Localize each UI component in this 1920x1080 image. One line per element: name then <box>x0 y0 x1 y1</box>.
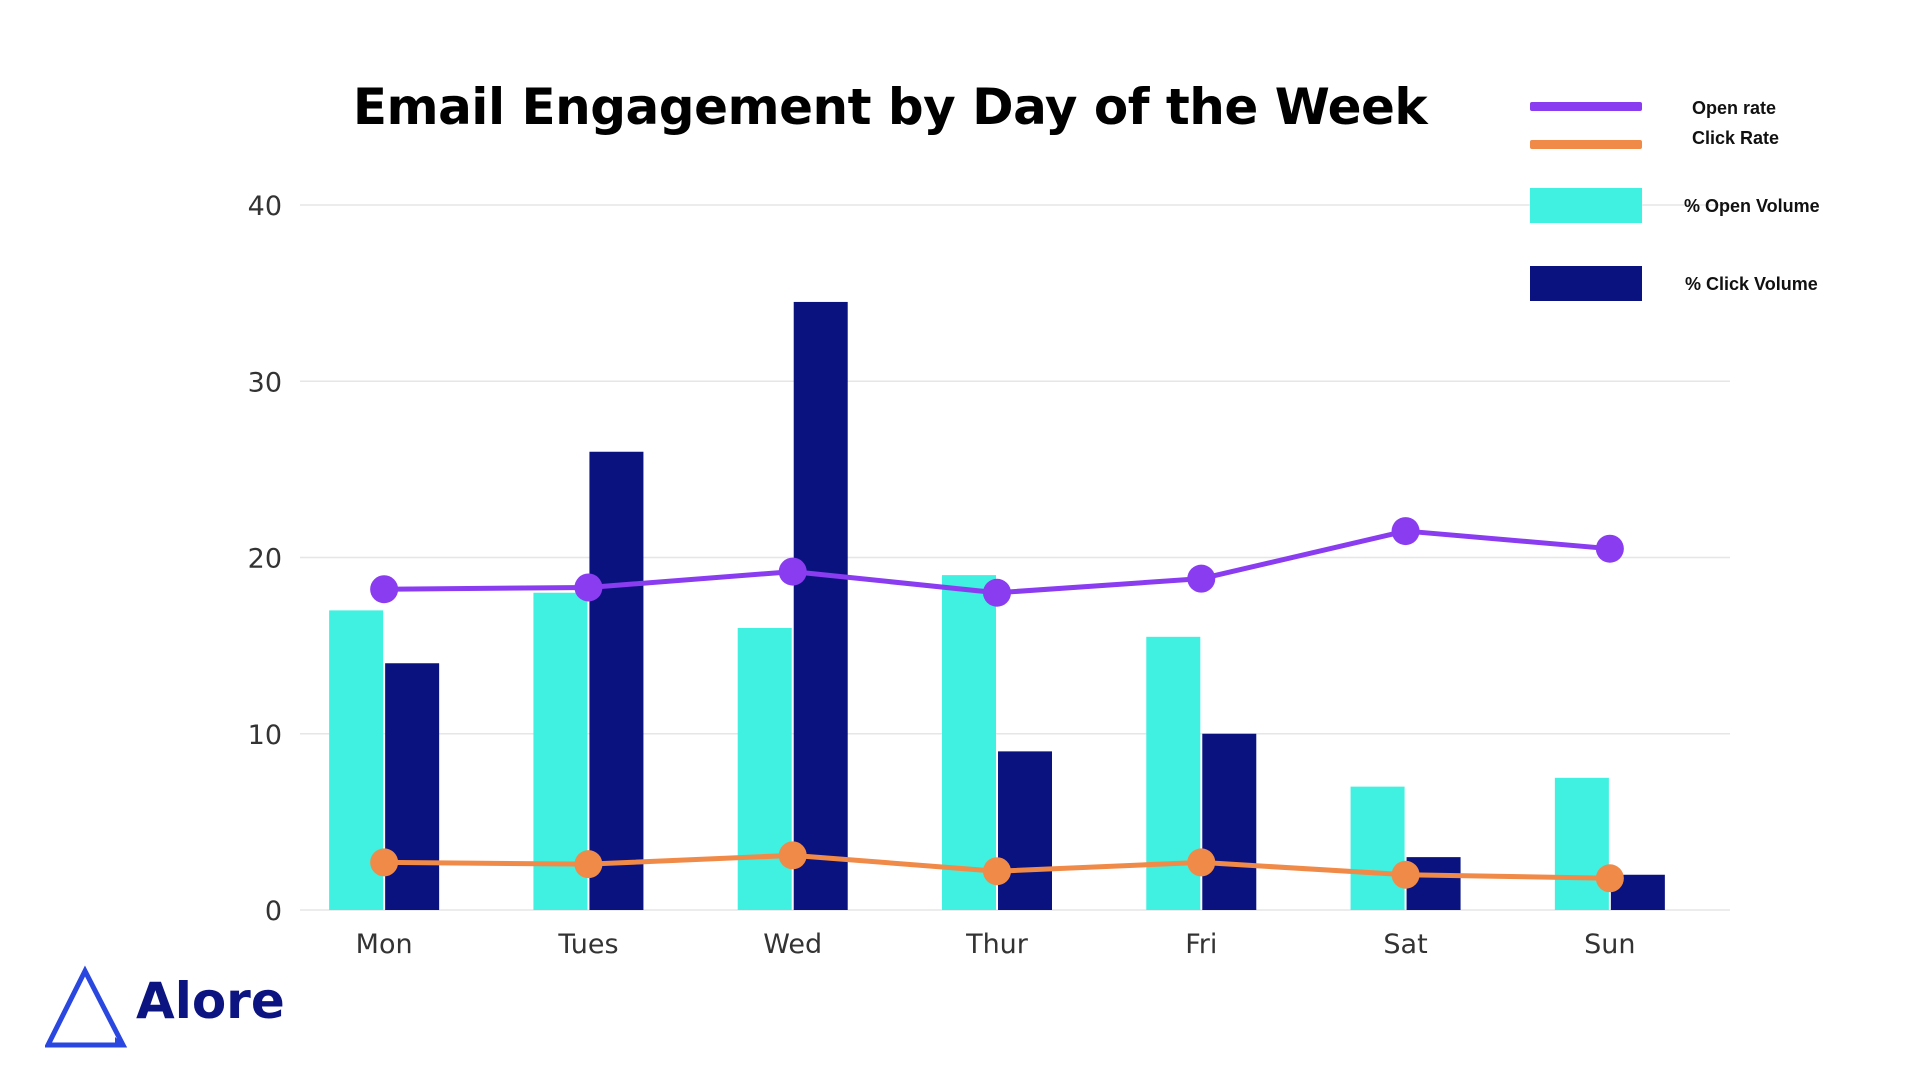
point-open-rate <box>983 578 1011 607</box>
y-tick-label: 20 <box>248 544 282 575</box>
y-tick-label: 40 <box>248 191 282 222</box>
x-tick-label: Tues <box>557 929 618 960</box>
bar-click-volume <box>998 751 1052 910</box>
chart-lines <box>370 517 1624 893</box>
point-click-rate <box>983 857 1011 886</box>
bar-click-volume <box>589 451 644 910</box>
point-click-rate <box>574 850 603 879</box>
y-tick-label: 10 <box>248 720 282 751</box>
y-tick-label: 30 <box>248 367 282 398</box>
bar-open-volume <box>942 575 996 910</box>
triangle-logo-icon <box>45 965 128 1048</box>
point-click-rate <box>778 841 807 870</box>
x-tick-label: Sun <box>1584 929 1635 960</box>
point-click-rate <box>1187 848 1216 877</box>
legend-swatch-click-rate <box>1530 140 1642 149</box>
legend-label-click-rate: Click Rate <box>1692 128 1780 148</box>
point-open-rate <box>370 575 399 604</box>
x-tick-label: Thur <box>965 929 1029 960</box>
brand-name: Alore <box>136 972 285 1030</box>
point-open-rate <box>1187 564 1216 593</box>
point-click-rate <box>1391 860 1420 889</box>
legend-label-open-volume: % Open Volume <box>1684 196 1820 216</box>
y-tick-labels: 0 10 20 30 40 <box>248 191 282 927</box>
x-tick-label: Mon <box>356 929 413 960</box>
bar-open-volume <box>1350 786 1405 910</box>
legend-label-open-rate: Open rate <box>1692 98 1777 118</box>
legend-swatch-click-volume <box>1530 266 1642 301</box>
x-tick-label: Wed <box>763 929 822 960</box>
point-click-rate <box>1595 864 1624 893</box>
y-tick-label: 0 <box>265 896 282 927</box>
legend-label-click-volume: % Click Volume <box>1685 274 1818 294</box>
point-open-rate <box>574 573 603 602</box>
chart-title: Email Engagement by Day of the Week <box>352 78 1428 136</box>
x-tick-labels: Mon Tues Wed Thur Fri Sat Sun <box>356 929 1636 960</box>
x-tick-label: Sat <box>1383 929 1427 960</box>
bar-click-volume <box>793 301 848 910</box>
bar-open-volume <box>737 628 792 910</box>
point-open-rate <box>778 557 807 586</box>
bar-click-volume <box>1202 733 1257 910</box>
x-tick-label: Fri <box>1185 929 1217 960</box>
legend-swatch-open-rate <box>1530 102 1642 111</box>
bar-open-volume <box>1554 777 1609 910</box>
point-click-rate <box>370 848 399 877</box>
legend-swatch-open-volume <box>1530 188 1642 223</box>
point-open-rate <box>1391 517 1420 546</box>
point-open-rate <box>1595 534 1624 563</box>
